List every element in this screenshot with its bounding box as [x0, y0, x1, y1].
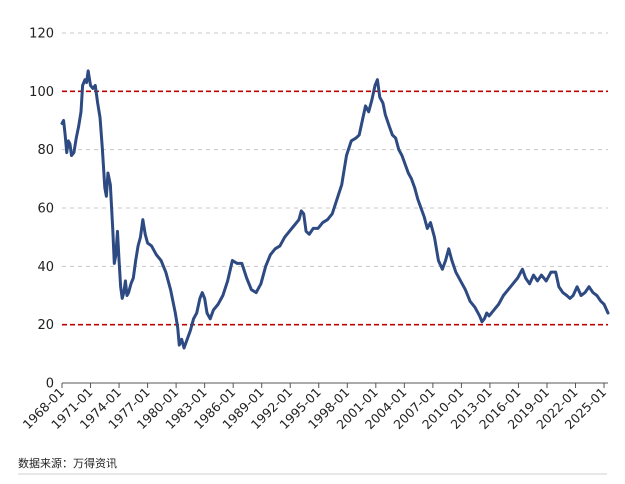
y-tick-label: 40: [37, 260, 54, 275]
y-tick-label: 120: [29, 27, 54, 42]
series-layer: [60, 69, 610, 350]
series-line: [60, 69, 610, 350]
y-tick-label: 20: [37, 318, 54, 333]
reference-lines: [62, 90, 608, 326]
x-axis-tick-labels: 1968-011971-011974-011977-011980-011983-…: [20, 385, 610, 433]
y-tick-label: 80: [37, 143, 54, 158]
y-tick-label: 60: [37, 202, 54, 217]
y-tick-label: 100: [29, 85, 54, 100]
y-tick-label: 0: [46, 377, 54, 392]
source-note: 数据来源：万得资讯: [18, 456, 117, 470]
y-axis-tick-labels: 0 20 40 60 80 100 120: [29, 27, 54, 392]
x-axis: [61, 382, 608, 388]
